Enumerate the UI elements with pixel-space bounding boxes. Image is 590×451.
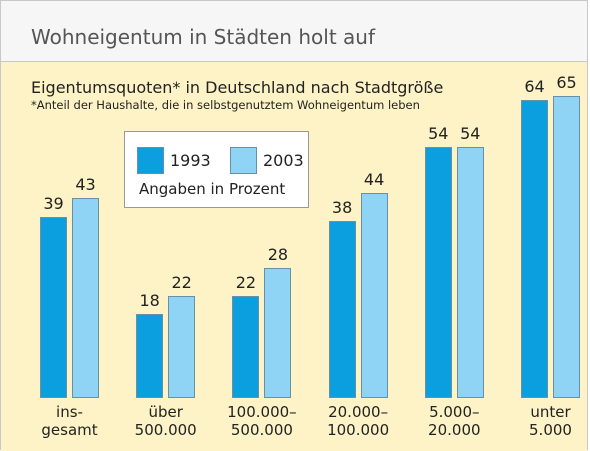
legend-label: 2003 (263, 151, 304, 170)
x-tick-label: unter 5.000 (503, 403, 590, 439)
legend-label: 1993 (170, 151, 211, 170)
legend: Angaben in Prozent 1993 2003 (124, 131, 309, 208)
x-tick-label: ins- gesamt (22, 403, 118, 439)
bar (425, 147, 452, 398)
legend-note: Angaben in Prozent (139, 180, 285, 198)
bar (457, 147, 484, 398)
bar (136, 314, 163, 398)
value-label: 39 (34, 194, 74, 213)
bar (329, 221, 356, 398)
bar (232, 296, 259, 398)
value-label: 44 (354, 170, 394, 189)
chart-title: Wohneigentum in Städten holt auf (31, 25, 375, 49)
header: Wohneigentum in Städten holt auf (1, 1, 587, 62)
bar (264, 268, 291, 398)
legend-swatch (230, 147, 257, 174)
note: *Anteil der Haushalte, die in selbstgenu… (31, 98, 420, 112)
bar (40, 217, 67, 398)
x-tick-label: 20.000– 100.000 (310, 403, 406, 439)
value-label: 65 (547, 73, 587, 92)
legend-swatch (137, 147, 164, 174)
x-tick-label: 5.000– 20.000 (406, 403, 502, 439)
x-tick-label: 100.000– 500.000 (214, 403, 310, 439)
subtitle: Eigentumsquoten* in Deutschland nach Sta… (31, 78, 443, 97)
x-tick-label: über 500.000 (118, 403, 214, 439)
bar (361, 193, 388, 398)
bar (553, 96, 580, 398)
bar (72, 198, 99, 398)
value-label: 54 (450, 124, 490, 143)
value-label: 38 (322, 198, 362, 217)
bar (168, 296, 195, 398)
bar (521, 100, 548, 398)
value-label: 22 (226, 273, 266, 292)
value-label: 43 (66, 175, 106, 194)
value-label: 22 (162, 273, 202, 292)
value-label: 28 (258, 245, 298, 264)
value-label: 18 (130, 291, 170, 310)
